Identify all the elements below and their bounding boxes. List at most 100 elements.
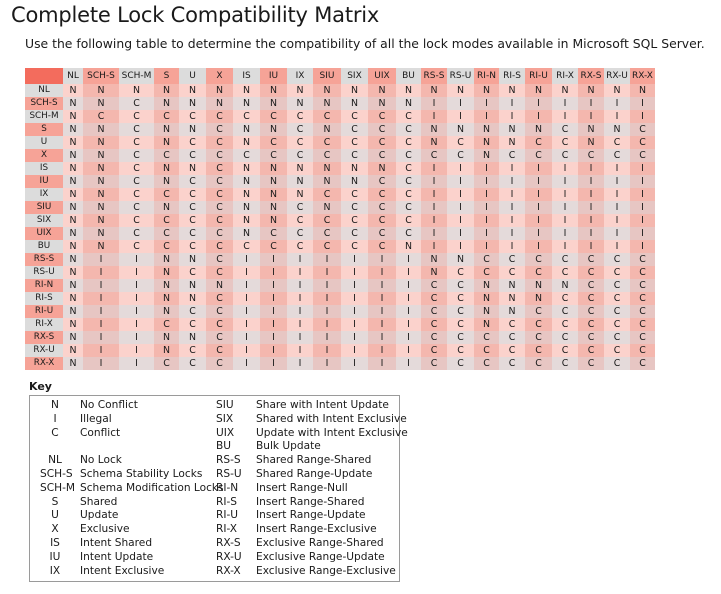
matrix-cell: C [341, 188, 368, 201]
matrix-body: NL SCH-S SCH-M S U X IS IU IX SIU SIX UIX BU RS-S RS-U… [25, 68, 655, 370]
key-description: Shared [80, 495, 118, 508]
key-description: Shared with Intent Exclusive [256, 412, 407, 425]
matrix-cell: C [552, 149, 578, 162]
matrix-cell: N [63, 175, 83, 188]
matrix-cell: N [154, 162, 179, 175]
matrix-cell: C [119, 97, 154, 110]
matrix-cell: N [260, 175, 287, 188]
matrix-cell: C [630, 357, 655, 370]
matrix-cell: C [421, 279, 447, 292]
matrix-cell: N [578, 123, 604, 136]
matrix-cell: N [83, 175, 119, 188]
matrix-cell: I [604, 175, 630, 188]
matrix-cell: I [447, 240, 474, 253]
matrix-cell: I [233, 305, 260, 318]
matrix-cell: I [233, 357, 260, 370]
matrix-cell: N [421, 123, 447, 136]
matrix-cell: C [525, 357, 552, 370]
matrix-cell: I [396, 253, 421, 266]
matrix-cell: I [630, 240, 655, 253]
key-code: IU [49, 550, 61, 563]
matrix-cell: C [206, 240, 233, 253]
matrix-cell: I [341, 305, 368, 318]
matrix-cell: C [499, 357, 525, 370]
matrix-cell: I [604, 97, 630, 110]
matrix-cell: N [313, 201, 341, 214]
matrix-cell: C [421, 149, 447, 162]
matrix-cell: N [179, 84, 206, 97]
matrix-cell: N [474, 123, 499, 136]
matrix-cell: C [630, 253, 655, 266]
matrix-cell: C [421, 331, 447, 344]
matrix-cell: I [604, 214, 630, 227]
matrix-cell: I [447, 110, 474, 123]
matrix-corner [25, 68, 63, 84]
matrix-cell: N [396, 240, 421, 253]
matrix-cell: C [154, 357, 179, 370]
matrix-cell: I [552, 175, 578, 188]
matrix-cell: I [83, 318, 119, 331]
matrix-cell: C [578, 149, 604, 162]
matrix-cell: C [578, 344, 604, 357]
matrix-cell: N [525, 279, 552, 292]
matrix-cell: C [287, 149, 313, 162]
matrix-cell: I [525, 162, 552, 175]
matrix-cell: C [119, 149, 154, 162]
matrix-cell: I [499, 175, 525, 188]
matrix-cell: C [119, 162, 154, 175]
key-code: SCH-M [40, 481, 76, 494]
matrix-cell: N [499, 136, 525, 149]
matrix-cell: I [552, 240, 578, 253]
matrix-cell: C [499, 149, 525, 162]
matrix-cell: N [287, 162, 313, 175]
matrix-cell: C [313, 214, 341, 227]
matrix-cell: C [630, 149, 655, 162]
matrix-cell: C [525, 266, 552, 279]
matrix-cell: I [552, 110, 578, 123]
matrix-cell: C [396, 214, 421, 227]
matrix-cell: N [368, 162, 396, 175]
matrix-cell: N [83, 214, 119, 227]
matrix-cell: I [368, 318, 396, 331]
matrix-cell: C [578, 331, 604, 344]
matrix-cell: C [119, 214, 154, 227]
matrix-cell: C [630, 318, 655, 331]
key-description: Shared Range-Update [256, 467, 373, 480]
matrix-cell: N [83, 162, 119, 175]
matrix-cell: I [287, 331, 313, 344]
matrix-cell: I [474, 240, 499, 253]
key-description: Conflict [80, 426, 121, 439]
key-code: SCH-S [40, 467, 73, 480]
column-header: SIX [341, 68, 368, 84]
matrix-cell: C [368, 149, 396, 162]
matrix-cell: C [552, 318, 578, 331]
matrix-cell: N [525, 84, 552, 97]
matrix-cell: C [499, 318, 525, 331]
column-header: RI-S [499, 68, 525, 84]
matrix-cell: C [578, 305, 604, 318]
matrix-cell: C [474, 331, 499, 344]
matrix-cell: N [63, 149, 83, 162]
key-code: SIX [216, 412, 234, 425]
matrix-cell: N [83, 188, 119, 201]
matrix-cell: I [233, 344, 260, 357]
matrix-cell: C [341, 214, 368, 227]
matrix-cell: I [368, 344, 396, 357]
column-header: SCH-M [119, 68, 154, 84]
matrix-cell: I [525, 227, 552, 240]
key-description: Schema Stability Locks [80, 467, 203, 480]
matrix-cell: C [604, 136, 630, 149]
matrix-cell: C [604, 331, 630, 344]
row-header: RS-U [25, 266, 63, 279]
matrix-cell: C [179, 110, 206, 123]
matrix-cell: I [604, 162, 630, 175]
matrix-cell: C [396, 175, 421, 188]
matrix-cell: N [341, 84, 368, 97]
matrix-cell: C [447, 136, 474, 149]
matrix-cell: I [525, 188, 552, 201]
matrix-cell: C [179, 188, 206, 201]
matrix-cell: C [447, 292, 474, 305]
matrix-cell: C [154, 149, 179, 162]
matrix-cell: N [287, 84, 313, 97]
